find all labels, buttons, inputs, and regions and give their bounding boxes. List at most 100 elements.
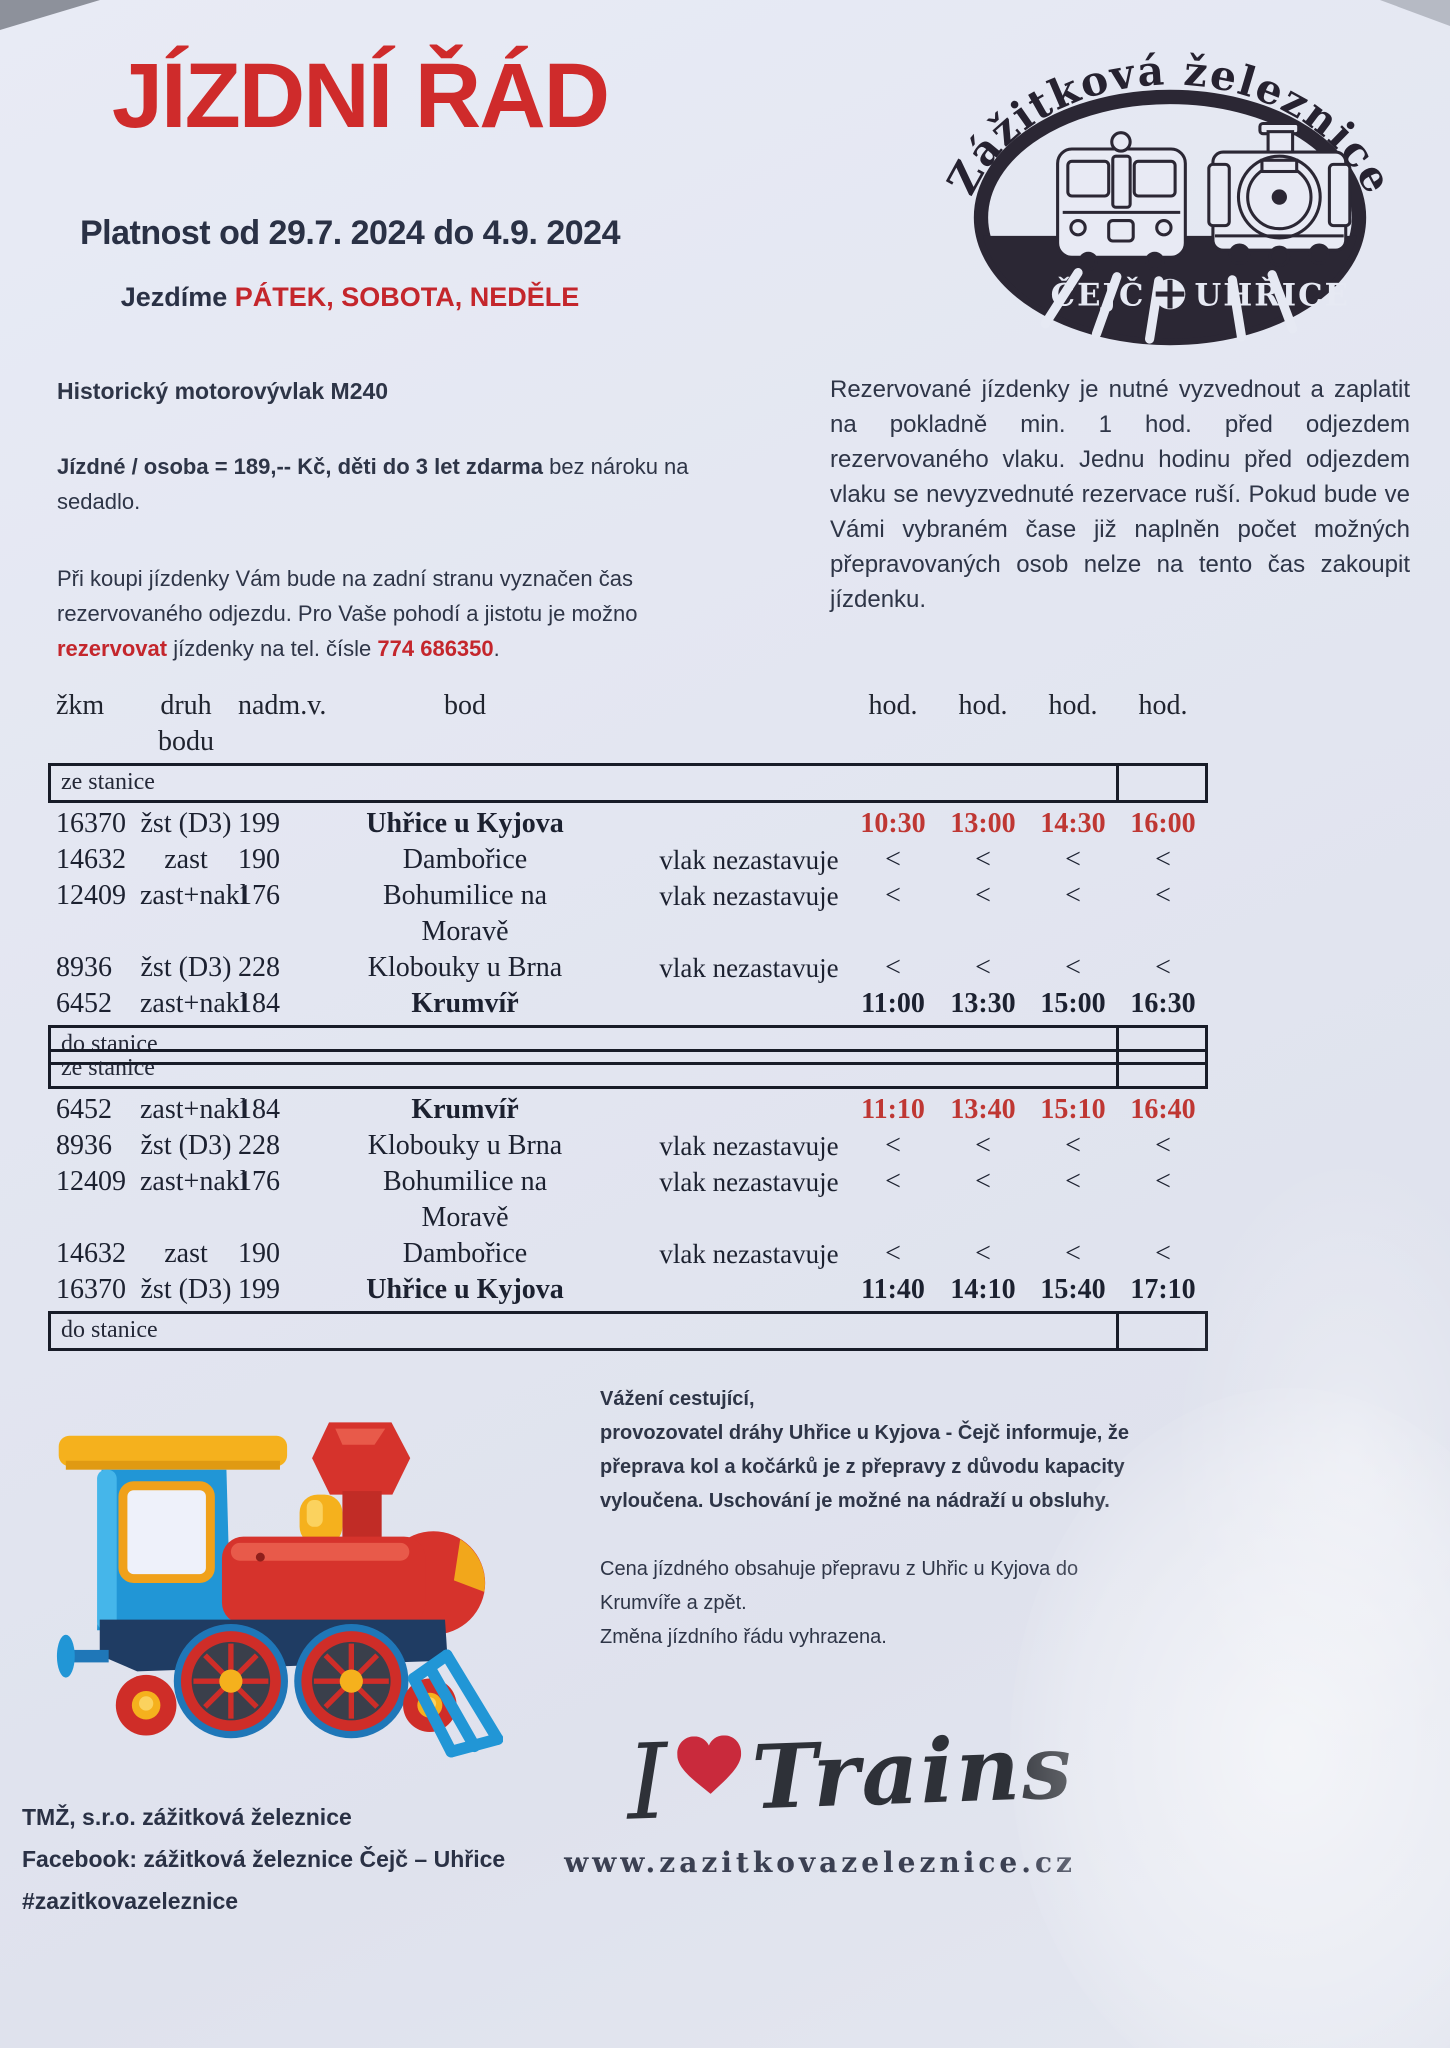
crossing-stripes — [1040, 268, 1298, 344]
cowcatcher — [407, 1649, 503, 1758]
cell-time: < — [1155, 1166, 1171, 1197]
col-header-hod: hod. — [868, 690, 918, 721]
purchase-text: . — [493, 636, 500, 661]
cell-time: < — [1065, 1130, 1081, 1161]
col-header-nadm: nadm.v. — [238, 690, 327, 721]
cell-time: < — [1155, 844, 1171, 875]
small-wheel — [115, 1674, 177, 1736]
bar-end-cell — [1116, 1314, 1205, 1348]
days-prefix: Jezdíme — [120, 282, 235, 312]
validity-line: Platnost od 29.7. 2024 do 4.9. 2024 — [80, 214, 620, 252]
cell-zkm: 6452 — [56, 1094, 112, 1125]
cell-time: < — [885, 844, 901, 875]
operating-days-line: Jezdíme PÁTEK, SOBOTA, NEDĚLE — [40, 282, 660, 313]
slogan-i: I — [624, 1720, 671, 1844]
purchase-paragraph: Při koupi jízdenky Vám bude na zadní str… — [57, 561, 797, 666]
cell-bod: Krumvíř — [411, 1094, 519, 1125]
company-name: TMŽ, s.r.o. zážitková železnice — [22, 1804, 352, 1830]
cell-nadm: 184 — [238, 988, 280, 1019]
cell-time: < — [975, 1238, 991, 1269]
cell-note: vlak nezastavuje — [659, 881, 839, 911]
col-header-hod: hod. — [958, 690, 1008, 721]
cell-time: 13:30 — [950, 988, 1016, 1019]
cell-bod: Uhřice u Kyjova — [366, 808, 564, 839]
timetable-row: 14632 zast 190 Dambořice vlak nezastavuje < < <… — [48, 842, 1208, 878]
bar-end-cell — [1116, 1028, 1205, 1062]
notice-bold-text: Vážení cestující, provozovatel dráhy Uhř… — [600, 1388, 1130, 1512]
info-left-column: Historický motorovývlak M240 Jízdné / os… — [57, 378, 797, 688]
cell-nadm: 199 — [238, 1274, 280, 1305]
cell-bod: Dambořice — [402, 1238, 528, 1269]
cell-bod: Klobouky u Brna — [367, 1130, 563, 1161]
cell-time: < — [1155, 880, 1171, 911]
cell-time: < — [1065, 880, 1081, 911]
cell-bod: Bohumilice na Moravě — [382, 1166, 548, 1233]
cell-note — [650, 1092, 848, 1128]
facebook-line: Facebook: zážitková železnice Čejč – Uhř… — [22, 1846, 506, 1872]
outbound-rows: 16370 žst (D3) 199 Uhřice u Kyjova 10:30 13:0… — [48, 806, 1208, 1022]
cell-druh: žst (D3) — [140, 808, 232, 839]
return-rows: 6452 zast+nakl 184 Krumvíř 11:10 13:40 15:10 16… — [48, 1092, 1208, 1308]
cell-zkm: 8936 — [56, 1130, 112, 1161]
logo-station-left: ČEJČ — [1051, 277, 1146, 313]
cell-zkm: 12409 — [56, 880, 126, 911]
timetable-return: ze stanice 6452 zast+nakl 184 Krumvíř 11:10 1… — [48, 1046, 1208, 1354]
cell-note: vlak nezastavuje — [659, 1239, 839, 1269]
cell-time: < — [975, 952, 991, 983]
cell-nadm: 190 — [238, 1238, 280, 1269]
from-station-label: ze stanice — [61, 769, 155, 795]
timetable-row: 8936 žst (D3) 228 Klobouky u Brna vlak nezas… — [48, 1128, 1208, 1164]
from-station-bar: ze stanice — [48, 763, 1208, 803]
cell-time: 15:00 — [1040, 988, 1106, 1019]
fare-bold: Jízdné / osoba = 189,-- Kč, děti do 3 le… — [57, 454, 543, 479]
cell-nadm: 199 — [238, 808, 280, 839]
cell-nadm: 190 — [238, 844, 280, 875]
timetable-row: 6452 zast+nakl 184 Krumvíř 11:00 13:30 15:00 16… — [48, 986, 1208, 1022]
cell-druh: žst (D3) — [140, 952, 232, 983]
cell-zkm: 6452 — [56, 988, 112, 1019]
cell-druh: žst (D3) — [140, 1274, 232, 1305]
col-header-hod: hod. — [1138, 690, 1188, 721]
cell-time: < — [975, 844, 991, 875]
company-logo: Zážitková železnice — [938, 46, 1400, 346]
heart-icon — [676, 1735, 742, 1800]
cell-time: < — [975, 1130, 991, 1161]
cell-druh: zast+nakl — [140, 1094, 248, 1125]
to-station-label: do stanice — [61, 1031, 158, 1057]
cell-druh: žst (D3) — [140, 1130, 232, 1161]
cell-time: 16:40 — [1130, 1094, 1196, 1125]
cell-note: vlak nezastavuje — [659, 1131, 839, 1161]
cell-time: < — [885, 952, 901, 983]
cell-note: vlak nezastavuje — [659, 953, 839, 983]
cell-time: 16:00 — [1130, 808, 1196, 839]
timetable-row: 12409 zast+nakl 176 Bohumilice na Moravě vla… — [48, 1164, 1208, 1236]
to-station-bar: do stanice — [48, 1025, 1208, 1065]
cell-time: < — [885, 880, 901, 911]
cell-note — [650, 986, 848, 1022]
cell-time: 11:40 — [861, 1274, 925, 1305]
cell-zkm: 16370 — [56, 808, 126, 839]
cell-druh: zast+nakl — [140, 1166, 248, 1197]
notice-regular-text: Cena jízdného obsahuje přepravu z Uhřic … — [600, 1558, 1078, 1648]
cell-time: 15:10 — [1040, 1094, 1106, 1125]
to-station-label: do stanice — [61, 1317, 158, 1343]
cell-zkm: 16370 — [56, 1274, 126, 1305]
crossing-sign-icon — [1154, 278, 1186, 310]
to-station-bar: do stanice — [48, 1311, 1208, 1351]
logo-railcar-icon — [1056, 131, 1187, 272]
reservation-note: Rezervované jízdenky je nutné vyzvednout… — [830, 376, 1410, 613]
photo-corner-shadow — [0, 0, 100, 30]
timetable-row: 8936 žst (D3) 228 Klobouky u Brna vlak nezas… — [48, 950, 1208, 986]
cell-time: < — [885, 1130, 901, 1161]
hashtag-line: #zazitkovazeleznice — [22, 1888, 239, 1914]
timetable-row: 16370 žst (D3) 199 Uhřice u Kyjova 11:40 14:1… — [48, 1272, 1208, 1308]
cell-bod: Krumvíř — [411, 988, 519, 1019]
passenger-notice: Vážení cestující, provozovatel dráhy Uhř… — [600, 1382, 1240, 1674]
cell-time: 11:10 — [861, 1094, 925, 1125]
timetable-row: 16370 žst (D3) 199 Uhřice u Kyjova 10:30 13:0… — [48, 806, 1208, 842]
fare-regular: bez nároku na sedadlo. — [57, 454, 689, 514]
cell-time: 10:30 — [860, 808, 926, 839]
toy-train-illustration — [56, 1422, 503, 1758]
logo-station-right: UHŘICE — [1195, 277, 1350, 313]
cell-druh: zast+nakl — [140, 880, 248, 911]
